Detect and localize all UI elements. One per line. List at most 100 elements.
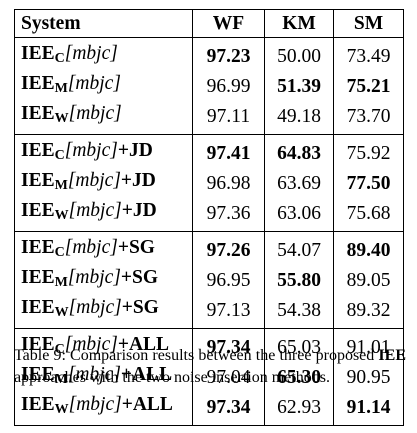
cell-km: 55.80	[264, 265, 334, 295]
cell-km: 63.06	[264, 198, 334, 232]
table-row: IEEM[mbjc] 96.99 51.39 75.21	[14, 71, 404, 101]
cell-sm: 75.92	[333, 134, 404, 168]
cell-sm: 77.50	[333, 168, 404, 198]
table-row: IEEM[mbjc]+ALL 97.04 65.30 90.95	[14, 362, 404, 392]
system-subscript: M	[54, 372, 68, 387]
table-row: IEEC[mbjc]+JD 97.41 64.83 75.92	[14, 134, 404, 168]
cell-km: 65.30	[264, 362, 334, 392]
system-suffix: +ALL	[120, 364, 173, 385]
cell-wf: 97.41	[192, 134, 265, 168]
system-subscript: W	[54, 111, 69, 126]
cell-wf: 97.23	[192, 37, 265, 71]
cell-sm: 89.40	[333, 231, 404, 265]
system-prefix: IEE	[21, 103, 55, 124]
caption-text: Table 9: Comparison results between the …	[14, 347, 379, 364]
cell-sm: 91.01	[333, 328, 404, 362]
cell-km: 50.00	[264, 37, 334, 71]
system-prefix: IEE	[21, 394, 55, 415]
system-suffix: +ALL	[117, 334, 170, 355]
cell-sm: 73.49	[333, 37, 404, 71]
system-parameter: [mbjc]	[64, 140, 118, 161]
system-subscript: C	[54, 245, 65, 260]
cell-wf: 96.98	[192, 168, 265, 198]
system-suffix: +JD	[121, 200, 157, 221]
system-subscript: C	[54, 148, 65, 163]
cell-system: IEEW[mbjc]+ALL	[14, 392, 193, 426]
cell-system: IEEW[mbjc]+JD	[14, 198, 193, 232]
table-caption: Table 9: Comparison results between the …	[14, 345, 406, 389]
table-header-row: System WF KM SM	[14, 9, 404, 38]
cell-sm: 75.21	[333, 71, 404, 101]
system-prefix: IEE	[21, 200, 55, 221]
system-parameter: [mbjc]	[67, 170, 121, 191]
caption-bold-term: IEE	[378, 347, 406, 364]
cell-sm: 89.05	[333, 265, 404, 295]
cell-system: IEEM[mbjc]+ALL	[14, 362, 193, 392]
cell-system: IEEM[mbjc]+JD	[14, 168, 193, 198]
cell-system: IEEC[mbjc]	[14, 37, 193, 71]
cell-wf: 97.36	[192, 198, 265, 232]
system-prefix: IEE	[21, 170, 55, 191]
cell-sm: 75.68	[333, 198, 404, 232]
system-parameter: [mbjc]	[64, 43, 118, 64]
cell-system: IEEM[mbjc]+SG	[14, 265, 193, 295]
cell-system: IEEC[mbjc]+JD	[14, 134, 193, 168]
system-suffix: +SG	[121, 297, 159, 318]
cell-system: IEEC[mbjc]+SG	[14, 231, 193, 265]
system-parameter: [mbjc]	[68, 394, 122, 415]
cell-system: IEEC[mbjc]+ALL	[14, 328, 193, 362]
system-prefix: IEE	[21, 267, 55, 288]
table-row: IEEC[mbjc] 97.23 50.00 73.49	[14, 37, 404, 71]
header-km: KM	[264, 9, 334, 38]
cell-wf: 97.11	[192, 101, 265, 135]
cell-wf: 97.26	[192, 231, 265, 265]
system-prefix: IEE	[21, 140, 55, 161]
table-row: IEEW[mbjc]+JD 97.36 63.06 75.68	[14, 198, 404, 232]
system-subscript: C	[54, 51, 65, 66]
cell-km: 62.93	[264, 392, 334, 426]
header-sm: SM	[333, 9, 404, 38]
system-prefix: IEE	[21, 73, 55, 94]
table-row: IEEM[mbjc]+JD 96.98 63.69 77.50	[14, 168, 404, 198]
system-subscript: W	[54, 402, 69, 417]
cell-wf: 97.34	[192, 328, 265, 362]
cell-wf: 96.95	[192, 265, 265, 295]
cell-km: 64.83	[264, 134, 334, 168]
system-prefix: IEE	[21, 334, 55, 355]
system-prefix: IEE	[21, 297, 55, 318]
cell-wf: 97.13	[192, 295, 265, 329]
system-subscript: M	[54, 81, 68, 96]
system-parameter: [mbjc]	[68, 297, 122, 318]
results-table: System WF KM SM IEEC[mbjc] 97.23 50.00 73.4…	[14, 9, 404, 426]
system-suffix: +ALL	[121, 394, 173, 415]
table-row: IEEM[mbjc]+SG 96.95 55.80 89.05	[14, 265, 404, 295]
table-row: IEEW[mbjc]+SG 97.13 54.38 89.32	[14, 295, 404, 329]
cell-sm: 89.32	[333, 295, 404, 329]
cell-km: 63.69	[264, 168, 334, 198]
system-parameter: [mbjc]	[68, 103, 122, 124]
system-parameter: [mbjc]	[64, 237, 118, 258]
table-row: IEEW[mbjc] 97.11 49.18 73.70	[14, 101, 404, 135]
system-suffix: +SG	[117, 237, 155, 258]
cell-sm: 73.70	[333, 101, 404, 135]
cell-system: IEEW[mbjc]+SG	[14, 295, 193, 329]
cell-system: IEEW[mbjc]	[14, 101, 193, 135]
cell-sm: 91.14	[333, 392, 404, 426]
system-suffix: +JD	[117, 140, 153, 161]
system-parameter: [mbjc]	[68, 200, 122, 221]
system-parameter: [mbjc]	[67, 364, 121, 385]
cell-wf: 97.34	[192, 392, 265, 426]
system-parameter: [mbjc]	[67, 73, 121, 94]
caption-text-end: approaches with the two noise insertion …	[14, 369, 330, 386]
system-subscript: W	[54, 208, 69, 223]
system-subscript: M	[54, 178, 68, 193]
system-suffix: +SG	[120, 267, 159, 288]
system-suffix: +JD	[120, 170, 156, 191]
cell-system: IEEM[mbjc]	[14, 71, 193, 101]
system-parameter: [mbjc]	[67, 267, 121, 288]
results-table-container: System WF KM SM IEEC[mbjc] 97.23 50.00 73.4…	[14, 9, 404, 426]
table-body: IEEC[mbjc] 97.23 50.00 73.49 IEEM[mbjc] 96.99…	[14, 37, 404, 426]
system-prefix: IEE	[21, 43, 55, 64]
system-parameter: [mbjc]	[64, 334, 118, 355]
cell-wf: 97.04	[192, 362, 265, 392]
